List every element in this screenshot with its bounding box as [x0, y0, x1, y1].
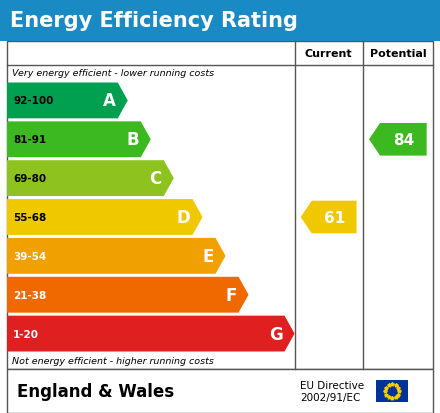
- Text: 55-68: 55-68: [13, 212, 46, 223]
- Text: EU Directive: EU Directive: [300, 380, 364, 390]
- Polygon shape: [301, 201, 356, 234]
- Text: 69-80: 69-80: [13, 174, 46, 184]
- Bar: [7, 42, 433, 369]
- Polygon shape: [7, 238, 226, 274]
- Polygon shape: [369, 123, 427, 156]
- Text: Not energy efficient - higher running costs: Not energy efficient - higher running co…: [12, 357, 214, 366]
- Bar: [7, 369, 433, 413]
- Text: G: G: [269, 325, 282, 343]
- Bar: [0, 0, 440, 42]
- Text: 1-20: 1-20: [13, 329, 39, 339]
- Polygon shape: [7, 277, 249, 313]
- Text: A: A: [103, 92, 116, 110]
- Polygon shape: [7, 83, 128, 119]
- Text: 84: 84: [393, 133, 414, 147]
- Text: 2002/91/EC: 2002/91/EC: [300, 392, 360, 402]
- Text: Energy Efficiency Rating: Energy Efficiency Rating: [10, 11, 298, 31]
- Text: 92-100: 92-100: [13, 96, 53, 106]
- Text: F: F: [225, 286, 237, 304]
- Text: 21-38: 21-38: [13, 290, 46, 300]
- Text: England & Wales: England & Wales: [17, 382, 174, 400]
- Polygon shape: [7, 161, 174, 197]
- Text: Potential: Potential: [370, 49, 426, 59]
- Text: B: B: [126, 131, 139, 149]
- Polygon shape: [7, 316, 294, 351]
- Text: C: C: [150, 170, 162, 188]
- Text: Current: Current: [305, 49, 352, 59]
- Polygon shape: [7, 122, 151, 158]
- Polygon shape: [7, 199, 202, 235]
- Text: 61: 61: [323, 210, 345, 225]
- Text: 39-54: 39-54: [13, 251, 46, 261]
- Text: D: D: [177, 209, 191, 226]
- Text: Very energy efficient - lower running costs: Very energy efficient - lower running co…: [12, 69, 214, 78]
- Bar: [376, 380, 408, 402]
- Text: E: E: [202, 247, 213, 265]
- Text: 81-91: 81-91: [13, 135, 46, 145]
